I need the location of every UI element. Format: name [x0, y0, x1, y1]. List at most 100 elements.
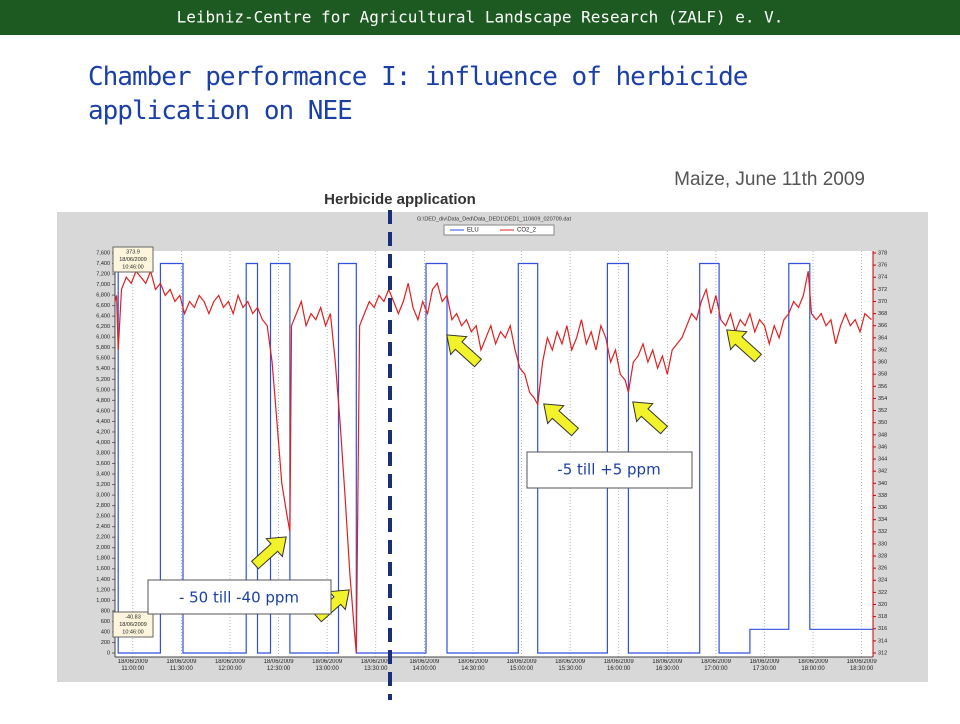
callout: -5 till +5 ppm — [557, 461, 660, 479]
y2-tick-label: 358 — [878, 372, 887, 378]
y2-tick-label: 350 — [878, 420, 887, 426]
tooltip-box — [112, 246, 154, 273]
y-tick-label: 7,200 — [96, 272, 110, 278]
x-tick-label-box: 18/06/2009 18:00:00 — [798, 659, 829, 672]
y-tick-label: 1,000 — [96, 598, 110, 604]
x-tick-label: 18/06/2009 14:00:00 — [409, 659, 440, 672]
y-tick-label: 1,800 — [96, 556, 110, 562]
y2-tick-label: 326 — [878, 566, 887, 572]
y-tick-label: 3,800 — [96, 450, 110, 456]
y-tick-label: 400 — [101, 629, 110, 635]
x-tick-label-box: 18/06/2009 12:30:00 — [263, 659, 294, 672]
y2-tick-label: 370 — [878, 299, 887, 305]
arrow — [543, 403, 580, 437]
y2-tick-label: 330 — [878, 541, 887, 547]
y-tick-label: 3,200 — [96, 482, 110, 488]
y2-tick-label: 362 — [878, 347, 887, 353]
y2-tick-label: 338 — [878, 493, 887, 499]
x-tick-label: 18/06/2009 13:30:00 — [360, 659, 391, 672]
series-line — [115, 262, 873, 654]
tooltip-text: 373.9 — [126, 249, 140, 255]
x-tick-label: 18/06/2009 18:00:00 — [798, 659, 829, 672]
y2-tick-label: 336 — [878, 505, 887, 511]
y2-tick-label: 334 — [878, 517, 887, 523]
arrow — [250, 536, 287, 570]
y-tick-label: 2,800 — [96, 503, 110, 509]
arrow — [726, 329, 763, 363]
y2-tick-label: 368 — [878, 311, 887, 317]
y-tick-label: 4,200 — [96, 429, 110, 435]
y-tick-label: 4,400 — [96, 419, 110, 425]
legend-box — [443, 224, 555, 236]
x-tick-label: 18/06/2009 14:30:00 — [457, 659, 488, 672]
y-tick-label: 600 — [101, 619, 110, 625]
y-tick-label: 6,200 — [96, 324, 110, 330]
x-tick-label-box: 18/06/2009 18:30:00 — [846, 659, 877, 672]
y-tick-label: 2,600 — [96, 514, 110, 520]
y2-tick-label: 364 — [878, 335, 887, 341]
y2-tick-label: 374 — [878, 275, 887, 281]
y2-tick-label: 348 — [878, 432, 887, 438]
title: Chamber performance I: influence of herb… — [88, 62, 748, 126]
y-tick-label: 200 — [101, 640, 110, 646]
y-tick-label: 1,400 — [96, 577, 110, 583]
y-tick-label: 1,600 — [96, 566, 110, 572]
y2-tick-label: 320 — [878, 602, 887, 608]
tooltip-text: 10:46:00 — [122, 264, 143, 270]
x-tick-label-box: 18/06/2009 14:30:00 — [457, 659, 488, 672]
y2-tick-label: 324 — [878, 578, 887, 584]
y2-tick-label: 316 — [878, 626, 887, 632]
y-tick-label: 3,600 — [96, 461, 110, 467]
x-tick-label: 18/06/2009 16:00:00 — [603, 659, 634, 672]
y-tick-label: 7,600 — [96, 250, 110, 256]
x-tick-label-box: 18/06/2009 17:30:00 — [749, 659, 779, 672]
y2-tick-label: 328 — [878, 553, 887, 559]
x-tick-label: 18/06/2009 18:30:00 — [846, 659, 877, 672]
y2-tick-label: 344 — [878, 457, 887, 463]
x-tick-label-box: 18/06/2009 16:30:00 — [652, 659, 682, 672]
y-tick-label: 6,000 — [96, 335, 110, 341]
x-tick-label-box: 18/06/2009 13:00:00 — [312, 659, 342, 672]
x-tick-label-box: 18/06/2009 17:00:00 — [701, 659, 731, 672]
x-tick-label-box: 18/06/2009 15:30:00 — [555, 659, 586, 672]
y-tick-label: 1,200 — [96, 587, 110, 593]
y-tick-label: 6,600 — [96, 303, 110, 309]
y-tick-label: 7,000 — [96, 282, 110, 288]
x-tick-label: 18/06/2009 12:00:00 — [214, 659, 245, 672]
marker-label: Herbicide application — [324, 191, 476, 208]
y2-tick-label: 322 — [878, 590, 887, 596]
x-tick-label-box: 18/06/2009 11:30:00 — [166, 659, 196, 672]
y2-tick-label: 376 — [878, 263, 887, 269]
y-tick-label: 5,000 — [96, 387, 110, 393]
callout-box — [147, 579, 332, 615]
arrow — [446, 334, 483, 368]
y2-tick-label: 312 — [878, 650, 887, 656]
y2-tick-label: 342 — [878, 469, 887, 475]
y-tick-label: 4,600 — [96, 408, 110, 414]
y2-tick-label: 340 — [878, 481, 887, 487]
y2-tick-label: 360 — [878, 360, 887, 366]
x-tick-label: 18/06/2009 15:30:00 — [555, 659, 586, 672]
tooltip-text: 18/06/2009 — [119, 257, 147, 263]
callout: - 50 till -40 ppm — [179, 589, 299, 607]
subtitle: Maize, June 11th 2009 — [674, 169, 865, 190]
tooltip-box — [112, 611, 154, 638]
legend-label: ELU — [467, 228, 479, 234]
y2-tick-label: 332 — [878, 529, 887, 535]
x-tick-label-box: 18/06/2009 11:00:00 — [118, 659, 148, 672]
y-tick-label: 2,000 — [96, 545, 110, 551]
y-tick-label: 4,000 — [96, 440, 110, 446]
y-tick-label: 5,400 — [96, 366, 110, 372]
y2-tick-label: 366 — [878, 323, 887, 329]
x-tick-label-box: 18/06/2009 15:00:00 — [507, 659, 537, 672]
y2-tick-label: 346 — [878, 444, 887, 450]
y-tick-label: 5,800 — [96, 345, 110, 351]
arrow — [632, 401, 669, 435]
header-bar — [0, 0, 960, 35]
legend-label: CO2_2 — [517, 228, 537, 234]
title-box: Chamber performance I: influence of herb… — [88, 62, 748, 126]
x-tick-label-box: 18/06/2009 12:00:00 — [214, 659, 245, 672]
x-tick-label: 18/06/2009 12:30:00 — [263, 659, 294, 672]
y-tick-label: 3,000 — [96, 493, 110, 499]
